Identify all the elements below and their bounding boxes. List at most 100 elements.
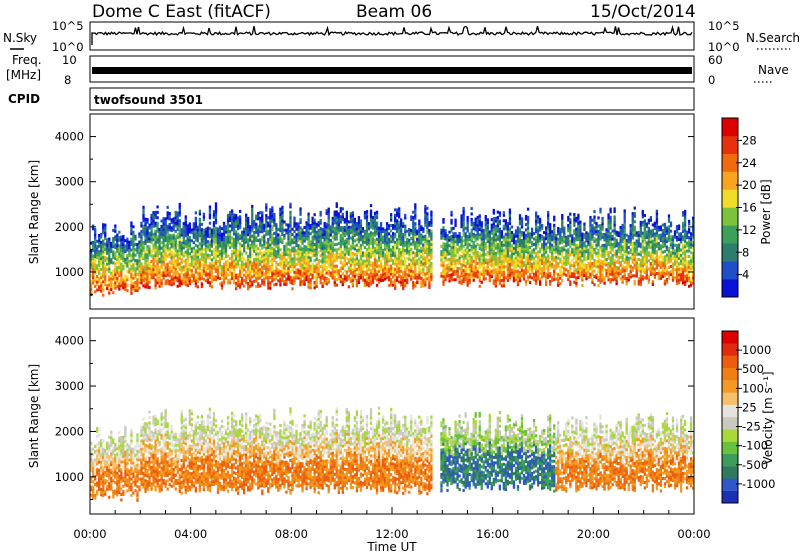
range-cell bbox=[218, 255, 222, 259]
range-cell bbox=[555, 272, 558, 276]
range-cell bbox=[333, 213, 336, 217]
range-cell bbox=[317, 258, 320, 262]
range-cell bbox=[142, 249, 145, 253]
range-cell bbox=[202, 228, 206, 232]
range-cell bbox=[581, 265, 584, 269]
range-cell bbox=[416, 281, 419, 285]
range-cell bbox=[293, 249, 296, 253]
range-cell bbox=[335, 237, 338, 241]
range-cell bbox=[349, 231, 353, 235]
range-cell bbox=[422, 248, 425, 252]
range-cell bbox=[333, 221, 336, 225]
range-cell bbox=[353, 258, 357, 262]
range-cell bbox=[490, 237, 493, 241]
range-cell bbox=[351, 260, 355, 264]
range-cell bbox=[251, 226, 254, 230]
range-cell bbox=[506, 232, 510, 236]
range-cell bbox=[331, 270, 334, 274]
range-cell bbox=[194, 265, 197, 269]
range-cell bbox=[540, 243, 544, 247]
range-cell bbox=[581, 254, 584, 258]
range-cell bbox=[587, 264, 590, 268]
range-cell bbox=[226, 230, 230, 234]
range-cell bbox=[261, 246, 264, 250]
range-cell bbox=[518, 265, 522, 269]
range-cell bbox=[428, 231, 431, 235]
range-cell bbox=[494, 279, 497, 283]
range-cell bbox=[363, 210, 367, 214]
range-cell bbox=[208, 265, 212, 269]
range-cell bbox=[502, 257, 506, 261]
range-cell bbox=[585, 258, 588, 262]
range-cell bbox=[198, 231, 202, 235]
range-cell bbox=[325, 266, 328, 270]
range-cell bbox=[236, 235, 240, 239]
range-cell bbox=[353, 269, 357, 273]
range-cell bbox=[216, 241, 220, 245]
range-cell bbox=[170, 269, 173, 273]
range-cell bbox=[275, 234, 278, 238]
range-cell bbox=[202, 264, 206, 268]
range-cell bbox=[144, 261, 147, 265]
range-cell bbox=[216, 268, 220, 272]
range-cell bbox=[369, 223, 373, 227]
range-cell bbox=[532, 237, 536, 241]
range-cell bbox=[547, 275, 550, 279]
range-cell bbox=[424, 256, 427, 260]
range-cell bbox=[102, 288, 105, 292]
range-cell bbox=[236, 240, 240, 244]
range-cell bbox=[430, 264, 433, 268]
range-cell bbox=[218, 239, 222, 243]
range-cell bbox=[182, 254, 185, 258]
range-cell bbox=[561, 273, 564, 277]
range-cell bbox=[283, 244, 286, 248]
range-cell bbox=[313, 259, 316, 263]
range-cell bbox=[538, 263, 542, 267]
range-cell bbox=[285, 231, 288, 235]
range-cell bbox=[329, 255, 332, 259]
range-cell bbox=[359, 243, 363, 247]
range-cell bbox=[222, 273, 226, 277]
range-cell bbox=[466, 283, 469, 287]
range-cell bbox=[110, 244, 113, 248]
range-cell bbox=[357, 270, 361, 274]
range-cell bbox=[174, 240, 177, 244]
range-cell bbox=[492, 265, 495, 269]
range-cell bbox=[226, 281, 230, 285]
range-cell bbox=[577, 227, 580, 231]
range-cell bbox=[444, 267, 447, 271]
range-cell bbox=[424, 251, 427, 255]
range-cell bbox=[464, 267, 467, 271]
range-cell bbox=[140, 281, 143, 285]
range-cell bbox=[593, 210, 596, 214]
range-cell bbox=[238, 215, 242, 219]
range-cell bbox=[335, 213, 338, 217]
range-cell bbox=[283, 258, 286, 262]
range-cell bbox=[100, 259, 103, 263]
range-cell bbox=[170, 218, 173, 222]
range-cell bbox=[353, 233, 357, 237]
range-cell bbox=[156, 229, 159, 233]
range-cell bbox=[460, 279, 463, 283]
range-cell bbox=[591, 229, 594, 233]
range-cell bbox=[347, 247, 351, 251]
range-cell bbox=[460, 236, 463, 240]
range-cell bbox=[341, 231, 344, 235]
range-cell bbox=[325, 257, 328, 261]
range-cell bbox=[540, 272, 544, 276]
range-cell bbox=[385, 235, 389, 239]
range-cell bbox=[247, 219, 250, 223]
range-cell bbox=[150, 240, 153, 244]
range-cell bbox=[450, 264, 453, 268]
range-cell bbox=[289, 248, 292, 252]
range-cell bbox=[327, 237, 330, 241]
range-cell bbox=[428, 250, 431, 254]
range-cell bbox=[579, 272, 582, 276]
range-cell bbox=[488, 241, 491, 245]
range-cell bbox=[549, 255, 552, 259]
range-cell bbox=[204, 252, 208, 256]
range-cell bbox=[146, 277, 149, 281]
range-cell bbox=[361, 265, 365, 269]
range-cell bbox=[257, 257, 260, 261]
range-cell bbox=[279, 237, 282, 241]
